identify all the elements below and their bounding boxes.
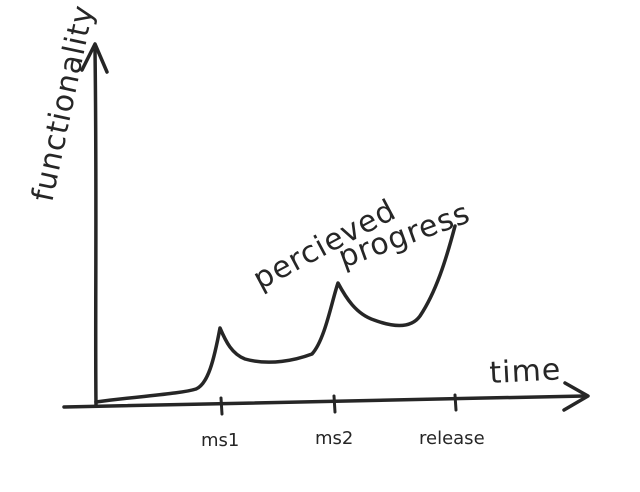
tick-release [453,393,458,412]
tick-ms2 [332,394,337,414]
milestone-label-release: release [419,428,485,449]
y-axis-line [93,48,98,407]
perceived-progress-curve [94,224,457,404]
x-axis-arrowhead [562,381,590,412]
x-axis-label: time [489,352,563,391]
y-axis-label: functionality [26,2,102,205]
milestone-label-ms1: ms1 [201,430,239,451]
tick-ms1 [219,396,224,416]
y-axis-arrowhead [80,42,109,74]
x-axis-line [62,394,587,409]
curve-label-line2: progress [334,196,475,276]
milestone-label-ms2: ms2 [315,428,353,449]
